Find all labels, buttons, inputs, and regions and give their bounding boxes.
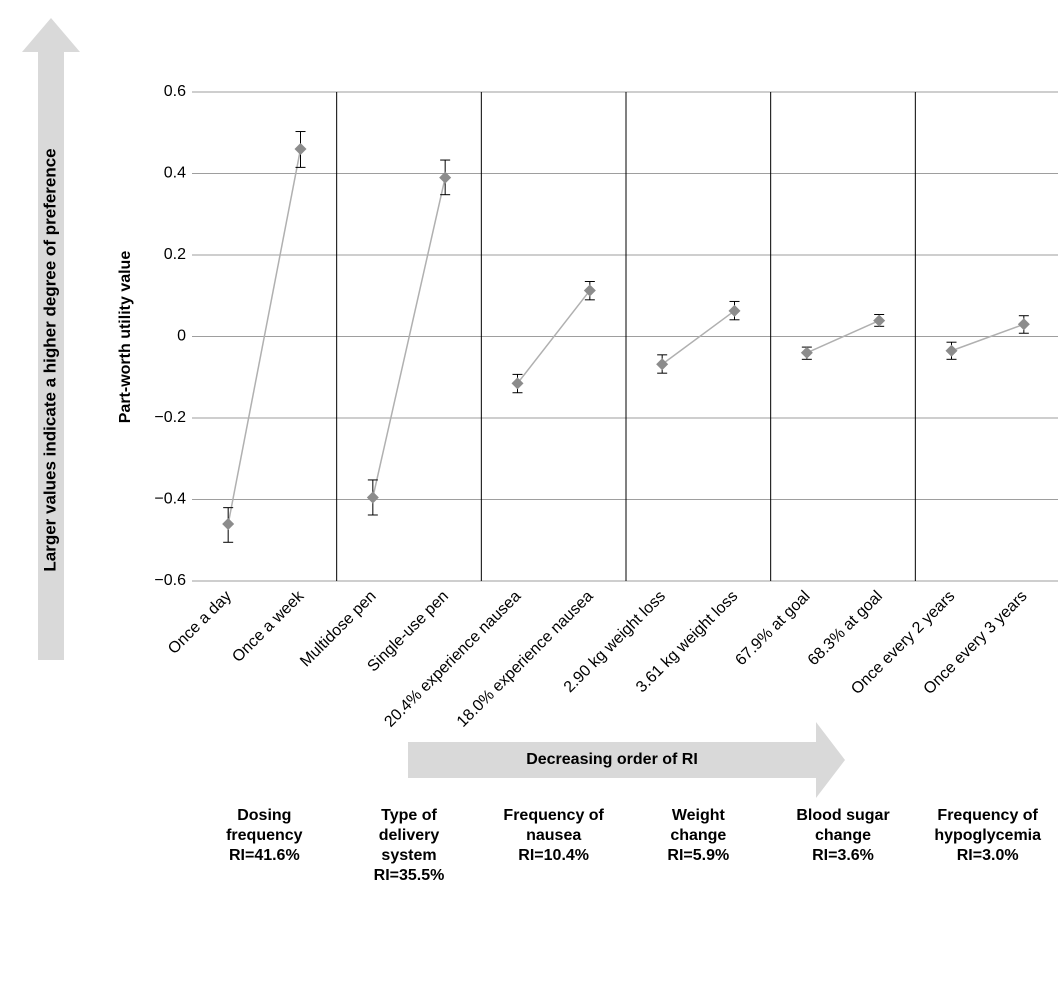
data-point	[656, 358, 669, 371]
data-point	[945, 344, 958, 357]
series-line	[661, 310, 735, 365]
bottom-arrow-label: Decreasing order of RI	[526, 751, 698, 768]
y-tick-label: 0.6	[164, 83, 186, 100]
data-point	[800, 346, 813, 359]
y-axis-label: Part-worth utility value	[117, 251, 134, 424]
y-tick-label: 0.2	[164, 246, 186, 263]
group-titles: Dosing frequency RI=41.6% Type of delivery sy…	[226, 807, 1041, 884]
data-point	[222, 517, 235, 530]
category-dividers	[336, 92, 916, 581]
x-tick-label: Once a week	[229, 587, 308, 666]
group-title: Blood sugar change RI=3.6%	[796, 807, 889, 864]
y-axis-ticks: 0.6 0.4 0.2 0 −0.2 −0.4 −0.6	[154, 83, 186, 589]
y-tick-label: −0.4	[154, 491, 186, 508]
y-tick-label: −0.2	[154, 409, 186, 426]
x-tick-label: 67.9% at goal	[732, 588, 813, 669]
data-point	[728, 304, 741, 317]
series-line	[806, 319, 880, 354]
series-line	[227, 148, 302, 525]
data-point	[1017, 318, 1030, 331]
x-tick-label: 20.4% experience nausea	[381, 588, 524, 731]
x-tick-label: Once a day	[165, 588, 235, 658]
data-point	[294, 143, 307, 156]
series	[222, 131, 1030, 543]
x-tick-label: 68.3% at goal	[805, 588, 886, 669]
data-point	[439, 171, 452, 184]
y-tick-label: 0.4	[164, 165, 186, 182]
x-tick-label: Multidose pen	[297, 588, 379, 670]
data-point	[583, 284, 596, 297]
y-tick-label: 0	[177, 328, 186, 345]
data-point	[873, 314, 886, 327]
side-arrow	[22, 18, 80, 660]
y-tick-label: −0.6	[154, 572, 186, 589]
data-point	[366, 491, 379, 504]
series-line	[372, 177, 446, 498]
series-line	[951, 323, 1025, 352]
grid	[192, 91, 1058, 582]
series-line	[516, 289, 591, 384]
side-arrow-label: Larger values indicate a higher degree o…	[40, 148, 59, 571]
group-title: Frequency of hypoglycemia RI=3.0%	[934, 807, 1041, 864]
data-point	[511, 377, 524, 390]
group-title: Weight change RI=5.9%	[667, 807, 729, 864]
group-title: Type of delivery system RI=35.5%	[374, 807, 445, 884]
group-title: Dosing frequency RI=41.6%	[226, 807, 303, 864]
x-tick-label: 18.0% experience nausea	[454, 588, 597, 731]
bottom-arrow	[408, 722, 845, 798]
group-title: Frequency of nausea RI=10.4%	[503, 807, 604, 864]
